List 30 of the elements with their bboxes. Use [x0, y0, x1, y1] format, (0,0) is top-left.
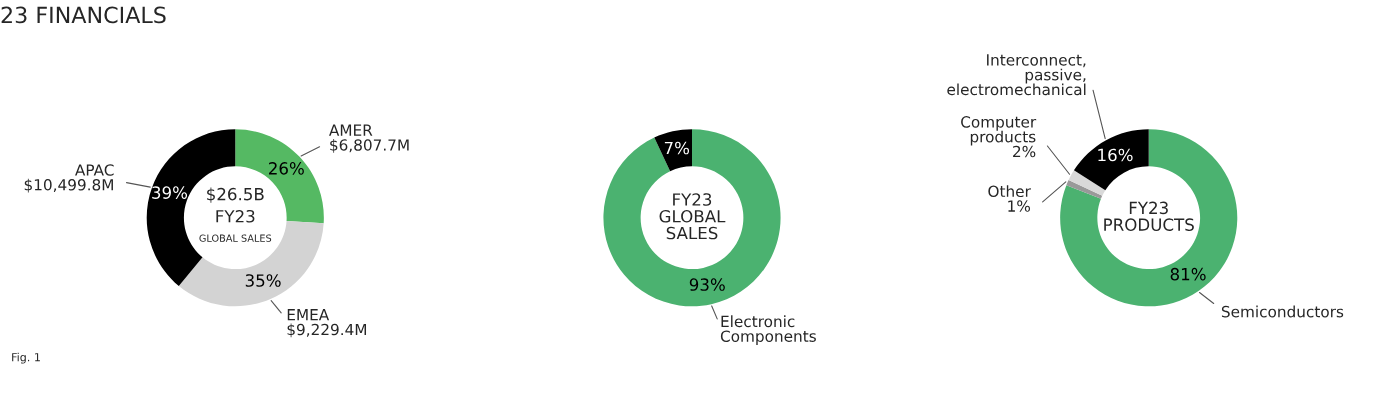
slice-label: APAC $10,499.8M: [24, 164, 114, 193]
data-label: 26%: [268, 162, 304, 175]
slice-label: Interconnect, passive, electromechanical: [947, 54, 1086, 96]
slice-label: Computer products: [961, 116, 1037, 146]
slice-label: Semiconductors: [1221, 305, 1344, 318]
text: FY23 PRODUCTS: [1104, 201, 1194, 231]
text: FY23: [216, 209, 255, 223]
data-label: 7%: [664, 141, 690, 155]
data-label: 2%: [1013, 145, 1036, 158]
text: GLOBAL SALES: [199, 234, 272, 242]
donut-slice: [1066, 180, 1103, 199]
data-label: 93%: [689, 278, 725, 291]
data-label: 35%: [245, 274, 281, 287]
donut-slice: [1060, 129, 1238, 307]
chart-title: 23 FINANCIALS: [1, 6, 166, 24]
caption: Fig. 1: [12, 352, 40, 364]
data-label: 16%: [1098, 148, 1133, 162]
data-label: 1%: [1008, 200, 1031, 212]
slice-label: AMER $6,807.7M: [329, 124, 409, 153]
data-label: 81%: [1170, 267, 1206, 281]
donut-slice: [1073, 129, 1149, 191]
slice-label: Electronic Components: [720, 315, 816, 345]
donut-slice: [1068, 170, 1106, 196]
donut-slice: [603, 129, 781, 307]
slice-label: Other: [988, 185, 1031, 198]
data-label: 39%: [152, 186, 188, 199]
text: FY23 GLOBAL SALES: [659, 193, 726, 240]
donut-slice: [654, 129, 692, 172]
text: $26.5B: [207, 187, 264, 203]
slice-label: EMEA $9,229.4M: [287, 309, 367, 338]
